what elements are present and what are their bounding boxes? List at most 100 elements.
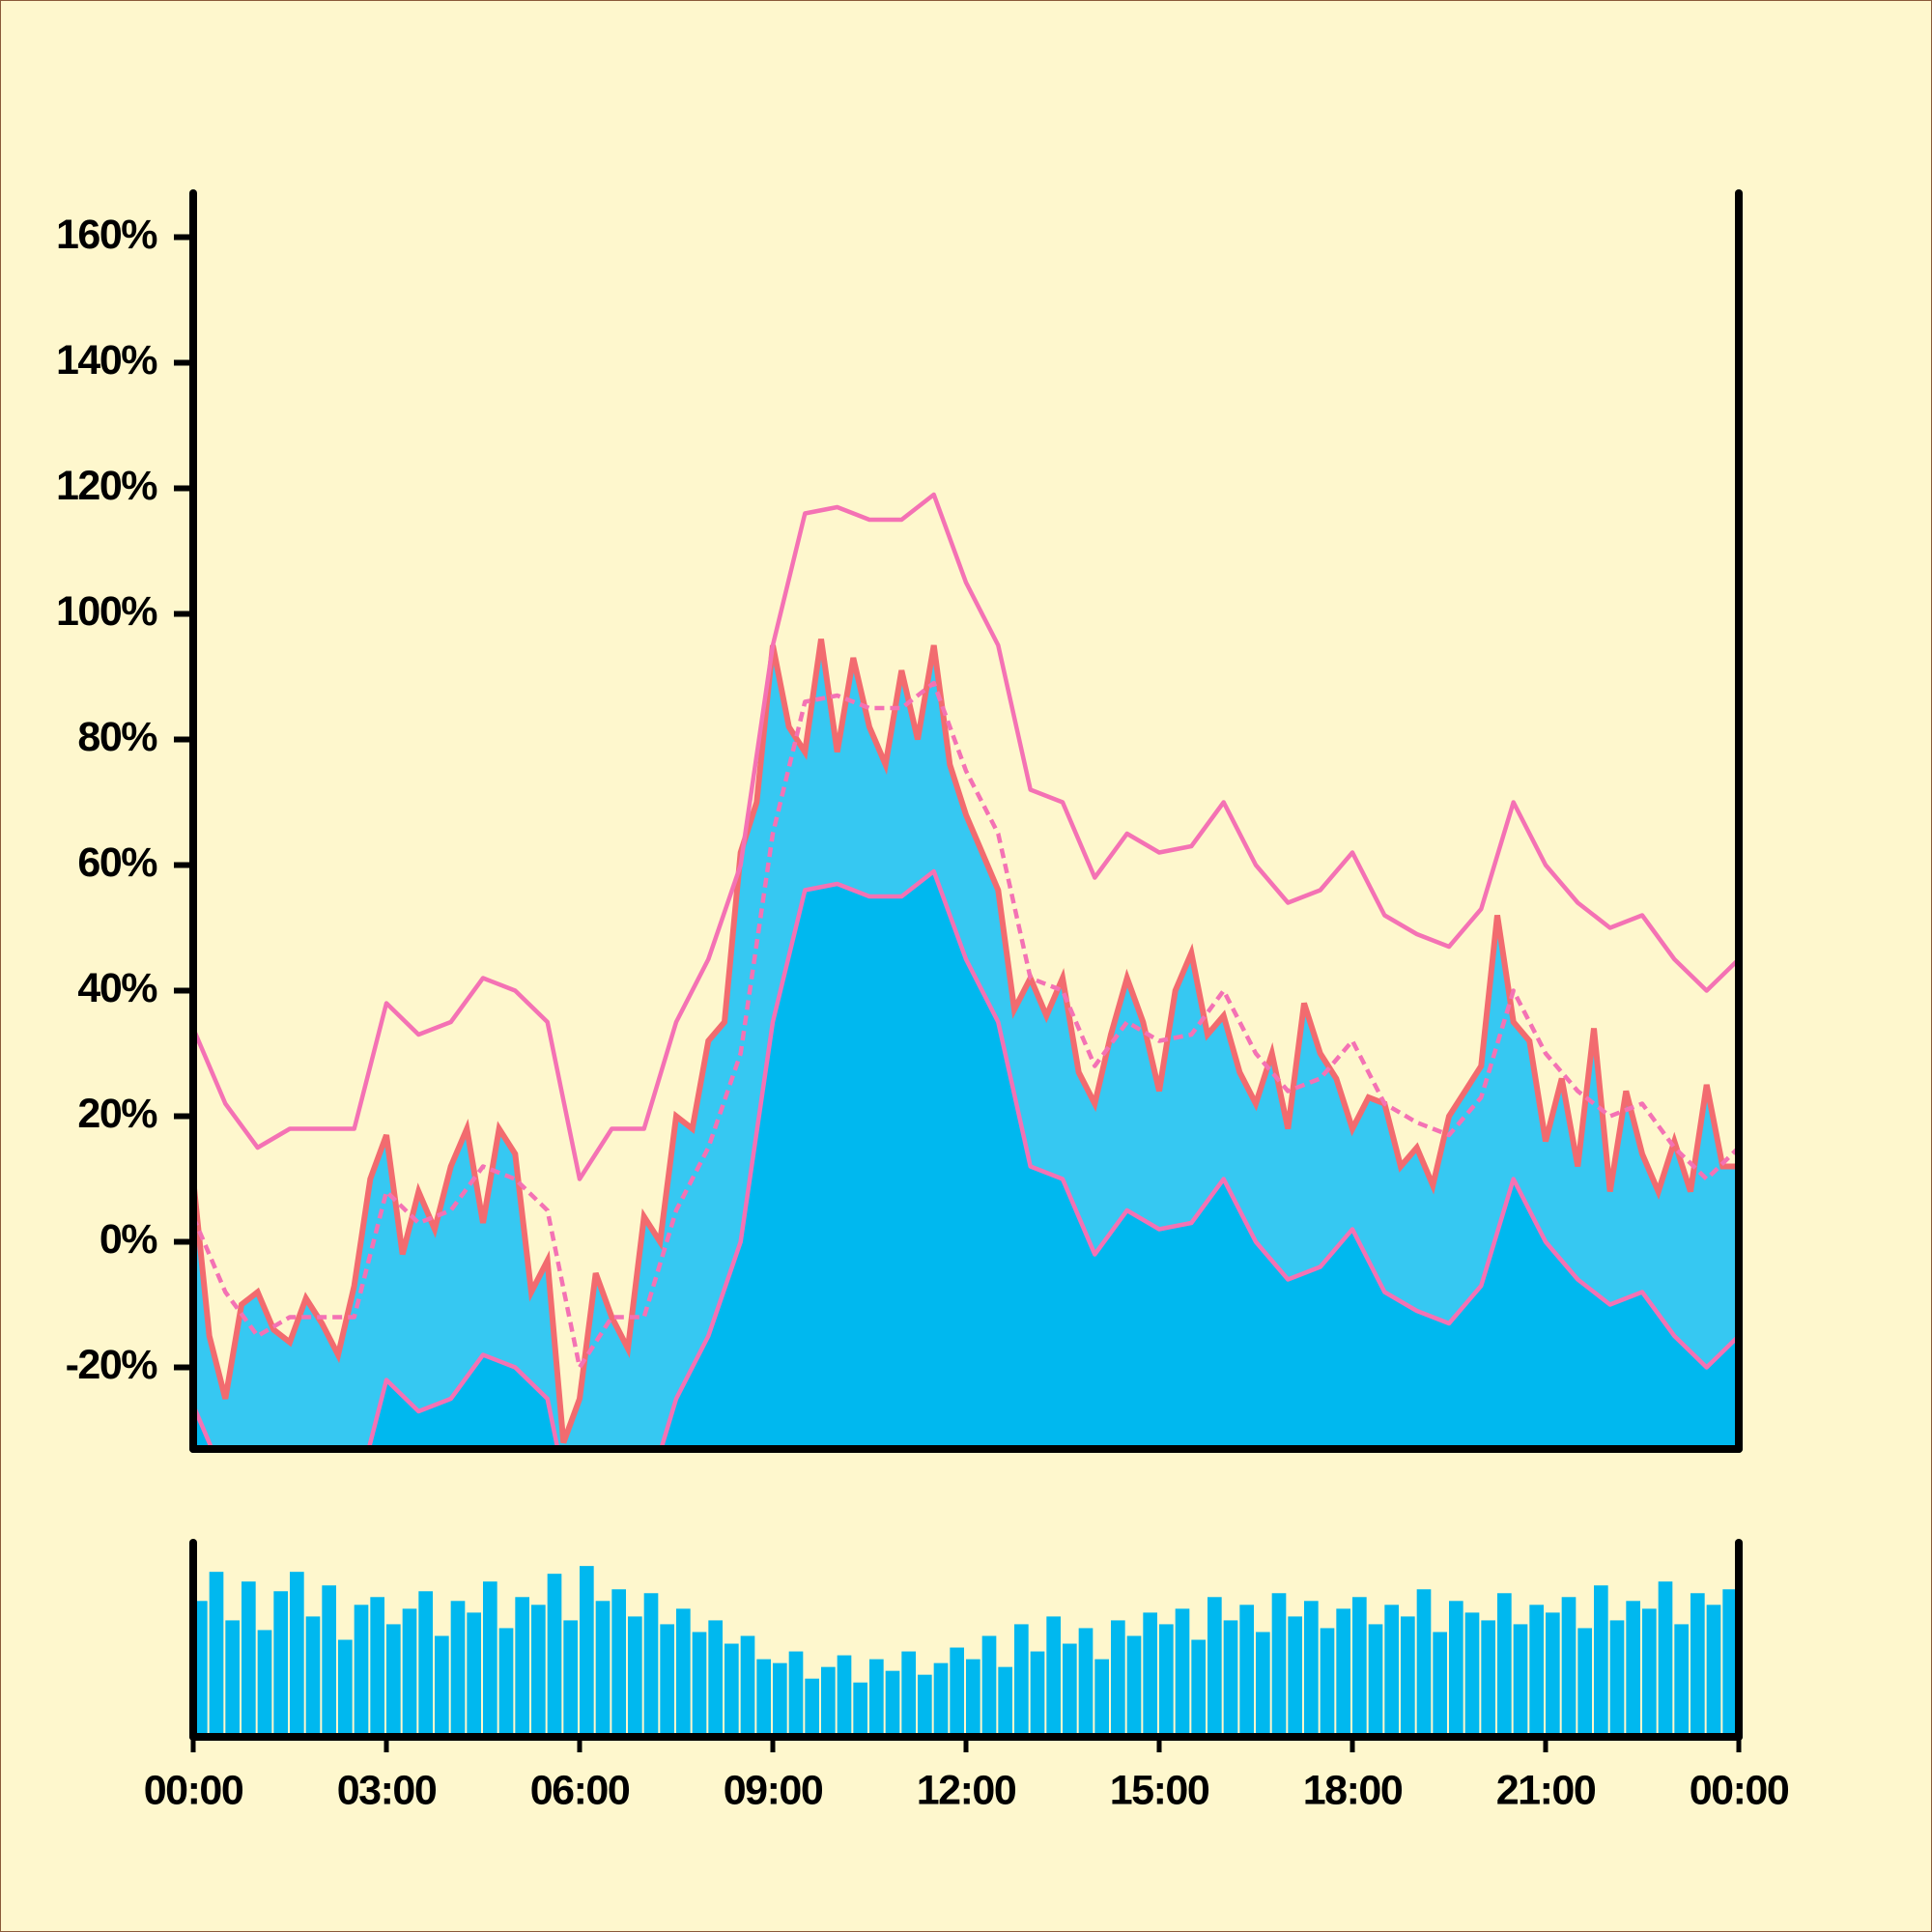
volume-bar	[1722, 1589, 1737, 1737]
x-tick-label: 00:00	[1690, 1767, 1789, 1813]
volume-bar	[998, 1666, 1012, 1737]
volume-bar	[1690, 1593, 1705, 1737]
volume-bar	[1143, 1612, 1157, 1737]
volume-bar	[1304, 1601, 1319, 1737]
volume-bar	[1513, 1624, 1528, 1737]
volume-bar	[435, 1635, 449, 1737]
volume-bar	[740, 1635, 755, 1737]
volume-bar	[515, 1597, 529, 1737]
volume-bar	[1433, 1632, 1447, 1737]
volume-bar	[1256, 1632, 1270, 1737]
volume-bar	[773, 1662, 787, 1737]
volume-bar	[1078, 1628, 1094, 1737]
lower-band-line	[193, 868, 1739, 1449]
volume-bar	[1464, 1612, 1480, 1737]
volume-bar	[1497, 1593, 1512, 1737]
volume-bar	[1239, 1605, 1254, 1737]
volume-bar	[1336, 1608, 1350, 1737]
volume-bar	[805, 1678, 819, 1737]
x-tick-label: 15:00	[1110, 1767, 1209, 1813]
volume-bar	[788, 1651, 804, 1737]
volume-bar	[1271, 1593, 1287, 1737]
x-tick-label: 09:00	[724, 1767, 823, 1813]
volume-bar	[1384, 1605, 1399, 1737]
upper-band-line	[193, 492, 1739, 1181]
volume-bar	[1094, 1659, 1109, 1737]
y-tick-label: 20%	[77, 1091, 157, 1137]
volume-bar	[322, 1585, 336, 1737]
volume-bar	[869, 1659, 884, 1737]
volume-bar	[402, 1608, 417, 1737]
volume-bar	[1577, 1628, 1592, 1737]
volume-bar	[1320, 1628, 1335, 1737]
volume-bar	[370, 1597, 384, 1737]
y-tick-label: 60%	[77, 839, 157, 886]
volume-bar	[1368, 1624, 1383, 1737]
volume-bar	[1159, 1624, 1174, 1737]
volume-bar	[918, 1674, 932, 1737]
volume-bar	[1111, 1620, 1125, 1737]
volume-bar	[1449, 1601, 1463, 1737]
volume-bar	[676, 1608, 691, 1737]
volume-bar	[257, 1630, 272, 1737]
volume-bar	[386, 1624, 401, 1737]
volume-bar	[933, 1662, 949, 1737]
volume-bar	[563, 1620, 578, 1737]
value-line	[193, 639, 1739, 1444]
volume-bar	[305, 1616, 321, 1737]
volume-bar	[1561, 1597, 1577, 1737]
y-tick-label: 0%	[99, 1216, 157, 1263]
volume-bar	[1208, 1597, 1222, 1737]
volume-bar	[901, 1651, 916, 1737]
volume-bar	[531, 1605, 546, 1737]
volume-bar	[837, 1655, 852, 1737]
volume-bar	[242, 1581, 256, 1737]
volume-bar	[724, 1643, 739, 1737]
y-tick-label: 100%	[56, 588, 157, 635]
volume-bar	[290, 1572, 304, 1737]
volume-bar	[966, 1659, 980, 1737]
volume-bar	[628, 1616, 642, 1737]
y-tick-label: 140%	[56, 337, 157, 384]
volume-bar	[885, 1670, 900, 1737]
volume-bar	[580, 1566, 594, 1737]
volume-bar	[981, 1635, 997, 1737]
volume-bar	[498, 1628, 514, 1737]
volume-bar	[1594, 1585, 1608, 1737]
volume-bar	[1546, 1612, 1560, 1737]
volume-bar	[1401, 1616, 1415, 1737]
volume-bar	[209, 1572, 224, 1737]
volume-bar	[273, 1591, 288, 1737]
volume-bar	[1609, 1620, 1625, 1737]
volume-bar	[1658, 1581, 1673, 1737]
volume-bar	[354, 1605, 369, 1737]
volume-bar	[595, 1601, 611, 1737]
volume-bar	[547, 1574, 562, 1737]
volume-bar	[708, 1620, 723, 1737]
x-tick-label: 03:00	[337, 1767, 437, 1813]
volume-bar	[1046, 1616, 1061, 1737]
volume-bar	[1674, 1624, 1689, 1737]
volume-bar	[1126, 1635, 1142, 1737]
x-tick-label: 18:00	[1303, 1767, 1403, 1813]
volume-bar	[1626, 1601, 1640, 1737]
x-tick-label: 21:00	[1496, 1767, 1596, 1813]
x-tick-label: 00:00	[144, 1767, 243, 1813]
volume-bar	[611, 1589, 626, 1737]
volume-bar	[692, 1632, 707, 1737]
volume-bar	[225, 1620, 240, 1737]
volume-bar	[821, 1666, 836, 1737]
volume-bar	[1063, 1643, 1077, 1737]
mean-band-line	[193, 680, 1739, 1370]
volume-bar	[1416, 1589, 1432, 1737]
volume-bar	[1191, 1639, 1206, 1737]
volume-bar	[1706, 1605, 1721, 1737]
volume-bar	[467, 1612, 481, 1737]
volume-bar	[950, 1647, 964, 1737]
volume-bar	[853, 1682, 867, 1737]
volume-bar	[1481, 1620, 1495, 1737]
y-tick-label: -20%	[66, 1342, 158, 1388]
y-tick-label: 120%	[56, 463, 157, 509]
volume-bar	[660, 1624, 674, 1737]
